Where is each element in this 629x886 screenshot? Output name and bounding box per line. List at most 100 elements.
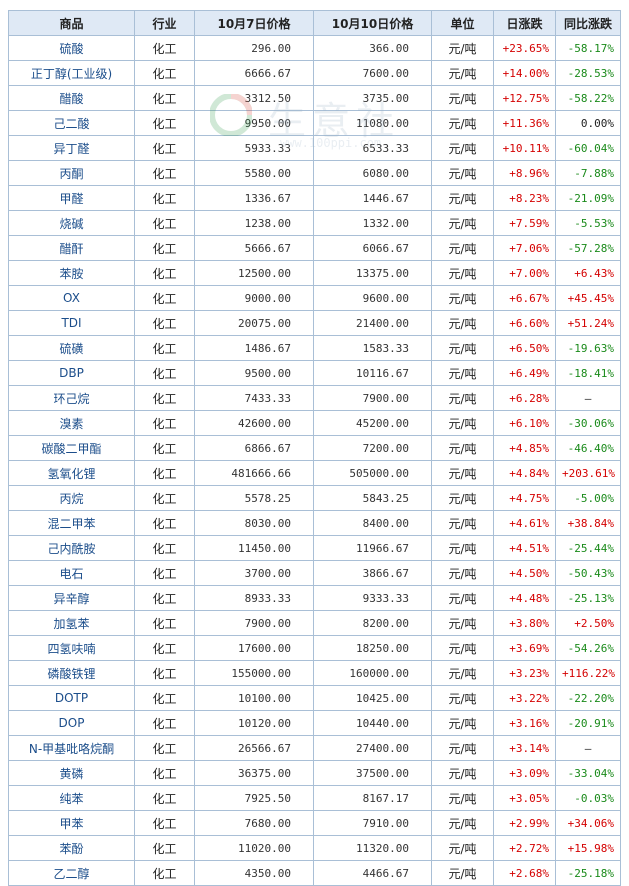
- industry-cell: 化工: [134, 835, 195, 861]
- table-row: 混二甲苯 化工 8030.00 8400.00 元/吨 +4.61% +38.84%: [8, 510, 621, 536]
- yoy-change-cell: 0.00%: [555, 110, 621, 136]
- commodity-cell[interactable]: DOP: [8, 710, 135, 736]
- daily-change-cell: +3.69%: [493, 635, 556, 661]
- commodity-cell[interactable]: 加氢苯: [8, 610, 135, 636]
- yoy-change-cell: -21.09%: [555, 185, 621, 211]
- price-oct10-cell: 1332.00: [313, 210, 432, 236]
- price-oct7-cell: 10120.00: [194, 710, 314, 736]
- header-price-oct10: 10月10日价格: [313, 10, 432, 36]
- industry-cell: 化工: [134, 810, 195, 836]
- commodity-cell[interactable]: 纯苯: [8, 785, 135, 811]
- daily-change-cell: +14.00%: [493, 60, 556, 86]
- commodity-cell[interactable]: 四氢呋喃: [8, 635, 135, 661]
- price-oct7-cell: 17600.00: [194, 635, 314, 661]
- daily-change-cell: +8.23%: [493, 185, 556, 211]
- price-oct7-cell: 155000.00: [194, 660, 314, 686]
- price-oct7-cell: 9000.00: [194, 285, 314, 311]
- commodity-cell[interactable]: 乙二醇: [8, 860, 135, 886]
- unit-cell: 元/吨: [431, 635, 494, 661]
- commodity-cell[interactable]: DOTP: [8, 685, 135, 711]
- price-oct7-cell: 11450.00: [194, 535, 314, 561]
- table-row: 甲醛 化工 1336.67 1446.67 元/吨 +8.23% -21.09%: [8, 185, 621, 211]
- industry-cell: 化工: [134, 785, 195, 811]
- industry-cell: 化工: [134, 860, 195, 886]
- price-table-container: 商品 行业 10月7日价格 10月10日价格 单位 日涨跌 同比涨跌 硫酸 化工 2…: [8, 10, 621, 886]
- commodity-cell[interactable]: 碳酸二甲酯: [8, 435, 135, 461]
- commodity-cell[interactable]: 苯酚: [8, 835, 135, 861]
- table-row: 己内酰胺 化工 11450.00 11966.67 元/吨 +4.51% -25.44%: [8, 535, 621, 561]
- daily-change-cell: +3.22%: [493, 685, 556, 711]
- industry-cell: 化工: [134, 35, 195, 61]
- commodity-cell[interactable]: 磷酸铁锂: [8, 660, 135, 686]
- commodity-cell[interactable]: 己内酰胺: [8, 535, 135, 561]
- daily-change-cell: +3.16%: [493, 710, 556, 736]
- commodity-cell[interactable]: 硫酸: [8, 35, 135, 61]
- commodity-cell[interactable]: 溴素: [8, 410, 135, 436]
- commodity-cell[interactable]: 丙酮: [8, 160, 135, 186]
- daily-change-cell: +3.23%: [493, 660, 556, 686]
- price-oct10-cell: 10425.00: [313, 685, 432, 711]
- daily-change-cell: +4.48%: [493, 585, 556, 611]
- daily-change-cell: +6.10%: [493, 410, 556, 436]
- price-oct7-cell: 8030.00: [194, 510, 314, 536]
- price-oct10-cell: 8200.00: [313, 610, 432, 636]
- yoy-change-cell: -28.53%: [555, 60, 621, 86]
- commodity-cell[interactable]: TDI: [8, 310, 135, 336]
- industry-cell: 化工: [134, 585, 195, 611]
- commodity-cell[interactable]: 硫磺: [8, 335, 135, 361]
- price-oct10-cell: 10116.67: [313, 360, 432, 386]
- commodity-cell[interactable]: 混二甲苯: [8, 510, 135, 536]
- commodity-cell[interactable]: 醋酐: [8, 235, 135, 261]
- yoy-change-cell: -19.63%: [555, 335, 621, 361]
- price-oct7-cell: 9950.00: [194, 110, 314, 136]
- price-oct7-cell: 11020.00: [194, 835, 314, 861]
- table-row: 环己烷 化工 7433.33 7900.00 元/吨 +6.28% —: [8, 385, 621, 411]
- commodity-cell[interactable]: DBP: [8, 360, 135, 386]
- price-oct7-cell: 12500.00: [194, 260, 314, 286]
- industry-cell: 化工: [134, 285, 195, 311]
- unit-cell: 元/吨: [431, 835, 494, 861]
- yoy-change-cell: +45.45%: [555, 285, 621, 311]
- commodity-cell[interactable]: 丙烷: [8, 485, 135, 511]
- industry-cell: 化工: [134, 510, 195, 536]
- commodity-cell[interactable]: 甲醛: [8, 185, 135, 211]
- daily-change-cell: +4.51%: [493, 535, 556, 561]
- unit-cell: 元/吨: [431, 585, 494, 611]
- commodity-cell[interactable]: 异辛醇: [8, 585, 135, 611]
- commodity-cell[interactable]: OX: [8, 285, 135, 311]
- unit-cell: 元/吨: [431, 510, 494, 536]
- table-row: 硫酸 化工 296.00 366.00 元/吨 +23.65% -58.17%: [8, 35, 621, 61]
- price-oct10-cell: 10440.00: [313, 710, 432, 736]
- unit-cell: 元/吨: [431, 385, 494, 411]
- commodity-cell[interactable]: 烧碱: [8, 210, 135, 236]
- industry-cell: 化工: [134, 435, 195, 461]
- unit-cell: 元/吨: [431, 485, 494, 511]
- commodity-cell[interactable]: 黄磷: [8, 760, 135, 786]
- unit-cell: 元/吨: [431, 785, 494, 811]
- commodity-cell[interactable]: 环己烷: [8, 385, 135, 411]
- commodity-cell[interactable]: 苯胺: [8, 260, 135, 286]
- commodity-cell[interactable]: 电石: [8, 560, 135, 586]
- yoy-change-cell: —: [555, 735, 621, 761]
- unit-cell: 元/吨: [431, 85, 494, 111]
- price-oct7-cell: 26566.67: [194, 735, 314, 761]
- daily-change-cell: +7.00%: [493, 260, 556, 286]
- industry-cell: 化工: [134, 760, 195, 786]
- commodity-cell[interactable]: 甲苯: [8, 810, 135, 836]
- commodity-cell[interactable]: N-甲基吡咯烷酮: [8, 735, 135, 761]
- commodity-cell[interactable]: 异丁醛: [8, 135, 135, 161]
- price-oct10-cell: 7900.00: [313, 385, 432, 411]
- industry-cell: 化工: [134, 160, 195, 186]
- commodity-cell[interactable]: 醋酸: [8, 85, 135, 111]
- industry-cell: 化工: [134, 385, 195, 411]
- yoy-change-cell: -7.88%: [555, 160, 621, 186]
- commodity-cell[interactable]: 己二酸: [8, 110, 135, 136]
- price-oct10-cell: 366.00: [313, 35, 432, 61]
- price-oct10-cell: 6080.00: [313, 160, 432, 186]
- daily-change-cell: +6.28%: [493, 385, 556, 411]
- commodity-cell[interactable]: 正丁醇(工业级): [8, 60, 135, 86]
- table-body: 硫酸 化工 296.00 366.00 元/吨 +23.65% -58.17% 正丁醇(工业级…: [8, 35, 621, 886]
- commodity-cell[interactable]: 氢氧化锂: [8, 460, 135, 486]
- price-oct7-cell: 7900.00: [194, 610, 314, 636]
- yoy-change-cell: -22.20%: [555, 685, 621, 711]
